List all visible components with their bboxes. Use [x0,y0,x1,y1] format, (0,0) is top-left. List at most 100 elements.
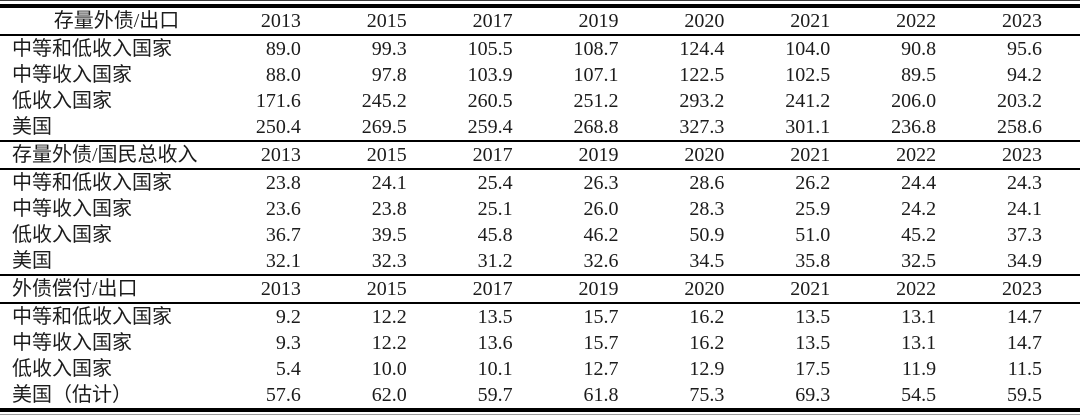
year-header-cell: 2015 [338,6,445,36]
value-cell: 13.5 [795,332,831,354]
row-label: 低收入国家 [12,358,112,380]
row-label: 中等收入国家 [12,64,132,86]
row-label: 低收入国家 [12,90,112,112]
value-cell: 24.3 [1007,172,1042,194]
value-cell: 12.7 [583,358,619,380]
section-header-label: 外债偿付/出口 [0,274,233,304]
value-cell: 15.7 [583,306,619,328]
value-cell: 24.4 [901,172,937,194]
value-cell: 59.7 [477,384,513,406]
value-cell: 46.2 [583,224,619,246]
section-header-row: 外债偿付/出口 2013 2015 2017 2019 2020 2021 2022 2023 [0,274,1080,304]
value-cell: 206.0 [891,90,937,112]
table-row: 中等收入国家 9.3 12.2 13.6 15.7 16.2 13.5 13.1 14.7 [0,330,1080,356]
table-row: 低收入国家 5.4 10.0 10.1 12.7 12.9 17.5 11.9 11.5 [0,356,1080,382]
value-cell: 31.2 [477,250,513,272]
value-cell: 102.5 [785,64,831,86]
value-cell: 15.7 [583,332,619,354]
value-cell: 9.3 [275,332,301,354]
value-cell: 57.6 [265,384,301,406]
value-cell: 23.8 [265,172,301,194]
value-cell: 23.8 [371,198,407,220]
external-debt-ratio-table: 存量外债/出口 2013 2015 2017 2019 2020 2021 2022 2023 中… [0,4,1080,412]
value-cell: 12.2 [371,332,407,354]
row-label: 中等收入国家 [12,198,132,220]
year-header-cell: 2020 [656,274,763,304]
value-cell: 9.2 [275,306,301,328]
value-cell: 32.3 [371,250,407,272]
year-header-cell: 2013 [233,6,339,36]
year-header-cell: 2021 [762,274,869,304]
value-cell: 301.1 [785,116,831,138]
value-cell: 259.4 [467,116,513,138]
row-label: 美国 [12,250,52,272]
table-row: 中等收入国家 88.0 97.8 103.9 107.1 122.5 102.5 89.5 94… [0,62,1080,88]
value-cell: 88.0 [265,64,301,86]
section-header-label: 存量外债/国民总收入 [0,140,233,170]
value-cell: 171.6 [255,90,301,112]
value-cell: 293.2 [679,90,725,112]
row-label: 中等和低收入国家 [12,306,172,328]
value-cell: 241.2 [785,90,831,112]
year-header-cell: 2022 [868,274,975,304]
value-cell: 13.5 [795,306,831,328]
year-header-cell: 2019 [550,140,657,170]
value-cell: 25.1 [477,198,513,220]
value-cell: 36.7 [265,224,301,246]
value-cell: 258.6 [997,116,1042,138]
value-cell: 24.2 [901,198,937,220]
value-cell: 34.9 [1007,250,1042,272]
value-cell: 11.5 [1007,358,1042,380]
value-cell: 50.9 [689,224,725,246]
value-cell: 10.0 [371,358,407,380]
year-header-cell: 2023 [974,6,1080,36]
value-cell: 54.5 [901,384,937,406]
table-row: 中等收入国家 23.6 23.8 25.1 26.0 28.3 25.9 24.2 24.1 [0,196,1080,222]
year-header-cell: 2023 [974,140,1080,170]
value-cell: 25.4 [477,172,513,194]
value-cell: 24.1 [371,172,407,194]
year-header-cell: 2019 [550,274,657,304]
table-row: 低收入国家 36.7 39.5 45.8 46.2 50.9 51.0 45.2 37.3 [0,222,1080,248]
year-header-cell: 2023 [974,274,1080,304]
value-cell: 251.2 [573,90,619,112]
value-cell: 94.2 [1007,64,1042,86]
value-cell: 107.1 [573,64,619,86]
row-label: 中等和低收入国家 [12,172,172,194]
year-header-cell: 2022 [868,6,975,36]
table-row: 低收入国家 171.6 245.2 260.5 251.2 293.2 241.2 206.0… [0,88,1080,114]
value-cell: 13.1 [901,332,937,354]
value-cell: 34.5 [689,250,725,272]
value-cell: 13.1 [901,306,937,328]
value-cell: 69.3 [795,384,831,406]
year-header-cell: 2020 [656,140,763,170]
value-cell: 108.7 [573,38,619,60]
value-cell: 269.5 [361,116,407,138]
value-cell: 5.4 [275,358,301,380]
value-cell: 203.2 [997,90,1042,112]
value-cell: 260.5 [467,90,513,112]
value-cell: 32.1 [265,250,301,272]
value-cell: 103.9 [467,64,513,86]
value-cell: 97.8 [371,64,407,86]
value-cell: 124.4 [679,38,725,60]
value-cell: 32.5 [901,250,937,272]
value-cell: 268.8 [573,116,619,138]
value-cell: 28.6 [689,172,725,194]
row-label: 美国 [12,116,52,138]
value-cell: 37.3 [1007,224,1042,246]
value-cell: 59.5 [1007,384,1042,406]
year-header-cell: 2013 [233,274,339,304]
value-cell: 51.0 [795,224,831,246]
table-row: 中等和低收入国家 89.0 99.3 105.5 108.7 124.4 104.0 90.8… [0,35,1080,62]
value-cell: 245.2 [361,90,407,112]
value-cell: 95.6 [1007,38,1042,60]
value-cell: 23.6 [265,198,301,220]
row-label: 中等和低收入国家 [12,38,172,60]
year-header-cell: 2021 [762,6,869,36]
value-cell: 12.9 [689,358,725,380]
value-cell: 26.3 [583,172,619,194]
year-header-cell: 2020 [656,6,763,36]
value-cell: 13.6 [477,332,513,354]
